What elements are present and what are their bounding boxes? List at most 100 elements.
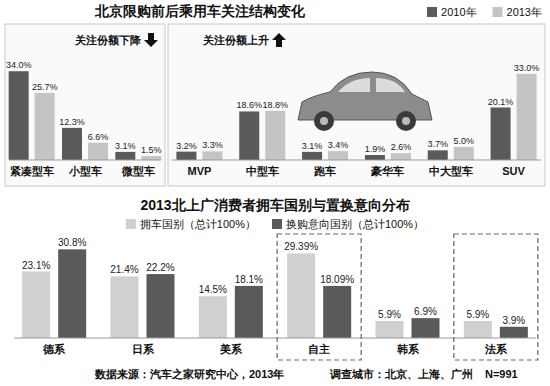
baseline (172, 160, 541, 161)
bar (199, 296, 227, 338)
bar (176, 152, 196, 160)
category-label: 法系 (484, 343, 508, 355)
sample-note: N=991 (485, 368, 518, 380)
bar (428, 150, 448, 160)
bars (9, 71, 537, 160)
bar (141, 156, 161, 160)
data-label: 5.9% (466, 309, 489, 320)
bar (239, 111, 259, 160)
data-label: 3.3% (202, 140, 223, 150)
annotation: 关注份额下降 (74, 34, 142, 46)
bars (22, 249, 528, 338)
data-label: 33.0% (514, 63, 540, 73)
legend-label: 拥车国别（总计100%） (140, 218, 256, 230)
data-label: 3.1% (115, 141, 136, 151)
data-label: 3.9% (502, 315, 525, 326)
data-label: 1.5% (141, 145, 162, 155)
car-illustration (298, 72, 432, 131)
data-label: 6.9% (414, 306, 437, 317)
data-label: 34.0% (6, 60, 32, 70)
bar (58, 249, 86, 338)
data-label: 3.2% (176, 141, 197, 151)
data-label: 5.9% (378, 309, 401, 320)
bar (265, 111, 285, 160)
category-label: 韩系 (396, 343, 420, 355)
data-label: 20.1% (488, 97, 514, 107)
data-label: 30.8% (58, 237, 86, 248)
source-note: 数据来源：汽车之家研究中心，2013年 (94, 368, 284, 380)
data-label: 18.6% (236, 100, 262, 110)
category-label: 跑车 (313, 165, 336, 177)
bar (235, 286, 263, 338)
highlight-box (454, 234, 538, 360)
data-label: 3.4% (328, 140, 349, 150)
legend-swatch (126, 219, 136, 229)
data-label: 23.1% (22, 260, 50, 271)
bar (287, 253, 315, 338)
data-label: 21.4% (110, 264, 138, 275)
annotation: 关注份额上升 (202, 34, 269, 46)
panel-frame (168, 24, 545, 186)
legend-label: 换购意向国别（总计100%） (286, 218, 424, 230)
data-label: 29.39% (284, 241, 318, 252)
title: 2013北上广消费者拥车国别与置换意向分布 (140, 197, 409, 213)
legend-swatch (272, 219, 282, 229)
bar (464, 321, 492, 338)
bar (35, 93, 55, 160)
legend-label: 2010年 (441, 6, 476, 18)
bar (328, 151, 348, 160)
bar (9, 71, 29, 160)
bar (22, 272, 50, 339)
baseline (14, 338, 536, 339)
legend-label: 2013年 (507, 6, 542, 18)
car-hub (320, 117, 328, 125)
cities-note: 调查城市：北京、上海、广州 (329, 368, 473, 380)
bar (391, 153, 411, 160)
data-label: 3.1% (302, 141, 323, 151)
bar (147, 274, 175, 338)
category-label: 日系 (132, 343, 155, 355)
category-label: 豪华车 (370, 165, 404, 177)
category-label: MVP (187, 165, 211, 177)
bar (88, 143, 108, 160)
bar (412, 318, 440, 338)
bar (323, 286, 351, 338)
car-hub (402, 117, 410, 125)
bar (365, 155, 385, 160)
data-label: 6.6% (88, 132, 109, 142)
category-label: SUV (502, 165, 525, 177)
data-label: 14.5% (199, 284, 227, 295)
car-wheel (314, 111, 334, 131)
baseline (9, 160, 161, 161)
bar (517, 74, 537, 160)
data-label: 5.0% (453, 136, 474, 146)
category-label: 美系 (219, 343, 243, 355)
data-label: 2.6% (391, 142, 412, 152)
bar (115, 152, 135, 160)
chart: 北京限购前后乘用车关注结构变化2010年2013年34.0%25.7%紧凑型车1… (0, 0, 550, 386)
bar (376, 321, 404, 338)
car-wheel (396, 111, 416, 131)
legend: 拥车国别（总计100%） 换购意向国别（总计100%） (126, 218, 424, 230)
arrow (272, 33, 286, 47)
bar (454, 147, 474, 160)
data-label: 18.09% (320, 274, 354, 285)
category-label: 德系 (42, 343, 66, 355)
data-label: 18.8% (262, 100, 288, 110)
legend-swatch (493, 7, 503, 17)
category-label: 微型车 (121, 165, 155, 177)
bar (111, 276, 139, 338)
category-label: 自主 (308, 343, 330, 355)
car-body (298, 72, 432, 120)
car-window (338, 78, 370, 92)
highlight-box (277, 234, 361, 360)
car-window (376, 78, 405, 92)
data-label: 22.2% (146, 262, 174, 273)
arrow (144, 33, 158, 47)
category-label: 小型车 (68, 165, 102, 177)
title: 北京限购前后乘用车关注结构变化 (94, 3, 306, 19)
bar (62, 128, 82, 160)
category-label: 紧凑型车 (10, 165, 54, 177)
bar (500, 327, 528, 338)
data-label: 18.1% (235, 274, 263, 285)
